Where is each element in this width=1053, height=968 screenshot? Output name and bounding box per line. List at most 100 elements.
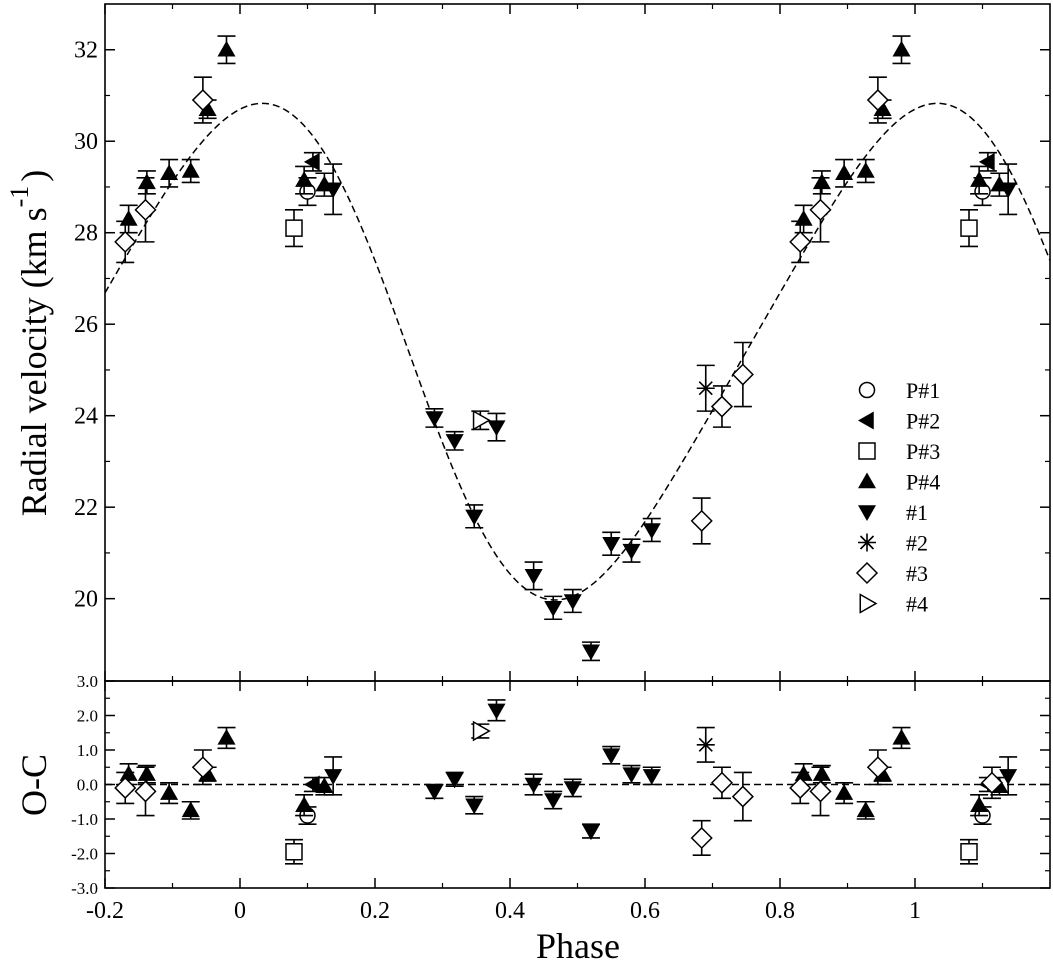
y-tick-label: 22 — [74, 495, 98, 521]
data-point — [465, 509, 484, 526]
legend-marker — [858, 381, 876, 399]
data-point — [866, 756, 889, 779]
legend-marker — [855, 561, 879, 585]
data-point — [789, 776, 812, 800]
y-tick-label: -3.0 — [71, 879, 98, 898]
series-n2 — [696, 726, 715, 763]
data-point — [622, 543, 641, 560]
data-point — [445, 434, 464, 450]
data-point — [544, 793, 563, 810]
data-point — [696, 379, 715, 398]
data-point — [315, 777, 334, 793]
x-tick-label: 1 — [909, 898, 921, 924]
legend-label: P#1 — [906, 378, 940, 403]
legend-item: P#4 — [858, 470, 940, 495]
data-point — [731, 785, 754, 808]
y-axis-title-sup: -1 — [5, 186, 34, 208]
data-point — [710, 771, 734, 794]
data-point — [696, 735, 715, 754]
residual-y-axis-title: O-C — [14, 754, 54, 816]
x-tick-label: -0.2 — [86, 898, 124, 924]
data-point — [191, 89, 214, 112]
data-point — [295, 171, 314, 187]
data-point — [524, 777, 543, 794]
data-point — [731, 363, 754, 386]
data-point — [487, 420, 506, 437]
legend-label: #2 — [906, 531, 928, 556]
legend-item: #3 — [855, 561, 928, 586]
data-point — [544, 601, 563, 617]
data-point — [690, 509, 713, 532]
data-point — [980, 771, 1004, 794]
series-n2 — [696, 364, 715, 412]
data-point — [119, 209, 138, 226]
legend-label: P#3 — [906, 439, 940, 464]
x-tick-label: 0.2 — [360, 898, 390, 924]
data-point — [789, 230, 812, 253]
data-point — [285, 843, 303, 861]
data-point — [324, 769, 343, 785]
legend-marker — [858, 472, 876, 489]
data-point — [160, 784, 179, 800]
data-point — [960, 843, 978, 861]
legend-item: P#2 — [858, 409, 940, 434]
data-point — [137, 765, 156, 781]
data-point — [812, 765, 831, 781]
data-point — [137, 173, 156, 190]
data-point — [866, 89, 889, 112]
data-point — [160, 164, 179, 180]
data-point — [642, 523, 661, 540]
x-axis-title: Phase — [536, 926, 620, 963]
legend-item: P#3 — [858, 439, 940, 464]
data-point — [602, 748, 621, 765]
series-pn2 — [303, 151, 997, 172]
legend-label: #3 — [906, 561, 928, 586]
series-n4 — [471, 409, 491, 431]
data-point — [191, 756, 214, 779]
y-tick-label: 28 — [74, 221, 98, 247]
legend-item: #1 — [858, 500, 928, 525]
x-tick-label: 0 — [234, 898, 246, 924]
series-n3 — [114, 749, 1004, 857]
y-tick-label: 2.0 — [77, 707, 98, 726]
data-point — [563, 594, 582, 610]
legend-label: #4 — [906, 592, 928, 617]
data-point — [856, 161, 875, 178]
radial-velocity-panel: 20 22 24 26 28 30 32 — [74, 3, 1051, 682]
data-point — [999, 182, 1018, 199]
data-point — [465, 798, 484, 815]
series-pn3 — [285, 838, 978, 865]
data-point — [487, 703, 506, 720]
legend-marker — [859, 593, 878, 614]
y-tick-label: -1.0 — [71, 810, 98, 829]
y-axis-title-main: Radial velocity (km s — [14, 207, 54, 516]
y-tick-label: 30 — [74, 129, 98, 155]
data-point — [295, 796, 314, 812]
data-point — [563, 781, 582, 797]
y-tick-label: -2.0 — [71, 845, 98, 864]
legend-marker — [858, 442, 876, 460]
legend-marker — [858, 533, 876, 552]
data-point — [960, 219, 978, 237]
data-point — [303, 775, 320, 794]
x-tick-label: 0.8 — [765, 898, 795, 924]
data-point — [303, 152, 320, 171]
series-pn4 — [119, 35, 1009, 234]
data-point — [892, 728, 911, 745]
data-point — [710, 395, 734, 418]
legend-label: #1 — [906, 500, 928, 525]
y-tick-label: 32 — [74, 38, 98, 64]
legend: P#1 P#2 P#3 P#4 #1 #2 #3 #4 — [855, 378, 940, 617]
legend-item: #2 — [858, 531, 928, 556]
y-tick-label: 20 — [74, 587, 98, 613]
legend-item: #4 — [859, 592, 928, 617]
y-tick-label: 0.0 — [77, 776, 98, 795]
data-point — [217, 728, 236, 745]
x-tick-label: 0.4 — [495, 898, 525, 924]
data-point — [602, 537, 621, 553]
data-point — [472, 409, 491, 431]
data-point — [524, 569, 543, 585]
y-tick-label: 3.0 — [77, 672, 98, 691]
